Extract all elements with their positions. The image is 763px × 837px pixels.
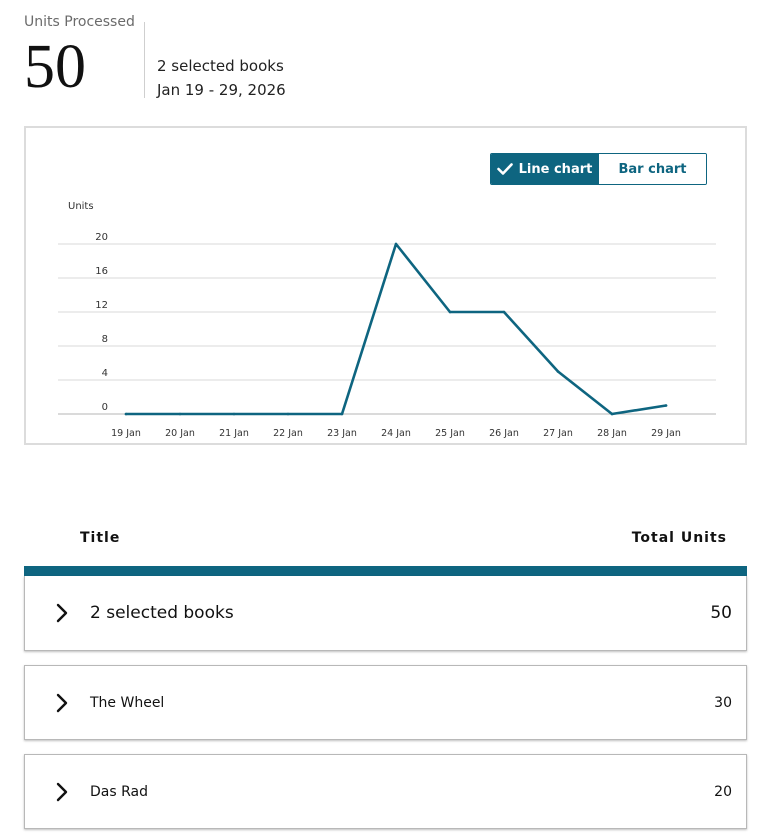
data-point[interactable] bbox=[502, 310, 506, 314]
x-tick-label: 29 Jan bbox=[651, 428, 681, 439]
book-units: 20 bbox=[714, 784, 732, 800]
table-header-bar bbox=[24, 566, 747, 576]
y-tick-label: 8 bbox=[102, 334, 108, 345]
data-point[interactable] bbox=[286, 412, 290, 416]
y-tick-label: 0 bbox=[102, 402, 108, 413]
x-tick-label: 27 Jan bbox=[543, 428, 573, 439]
x-tick-label: 21 Jan bbox=[219, 428, 249, 439]
data-point[interactable] bbox=[556, 370, 560, 373]
summary-row[interactable]: 2 selected books 50 bbox=[24, 576, 747, 651]
y-tick-label: 20 bbox=[95, 232, 108, 243]
x-tick-label: 25 Jan bbox=[435, 428, 465, 439]
table-row[interactable]: The Wheel 30 bbox=[24, 665, 747, 740]
summary-selection: 2 selected books bbox=[157, 57, 284, 75]
data-point[interactable] bbox=[178, 412, 182, 416]
data-point[interactable] bbox=[124, 412, 128, 416]
chart-type-toggle[interactable]: Line chart Bar chart bbox=[490, 153, 707, 185]
bar-chart-label: Bar chart bbox=[618, 161, 687, 177]
y-tick-label: 12 bbox=[95, 300, 108, 311]
bar-chart-option[interactable]: Bar chart bbox=[598, 154, 706, 184]
y-tick-label: 16 bbox=[95, 266, 108, 277]
chart-card: Units 0 4 8 12 16 20 19 Jan 20 Jan 21 Jan 22 Jan 23… bbox=[24, 126, 747, 445]
column-title: Title bbox=[80, 530, 121, 546]
summary-caption: Units Processed bbox=[24, 14, 135, 30]
data-point[interactable] bbox=[610, 412, 614, 416]
data-point[interactable] bbox=[448, 310, 452, 314]
summary-row-value: 50 bbox=[710, 603, 732, 623]
data-point[interactable] bbox=[340, 412, 344, 416]
series-line bbox=[124, 242, 668, 416]
data-point[interactable] bbox=[232, 412, 236, 416]
chevron-right-icon bbox=[56, 603, 68, 623]
chevron-right-icon bbox=[56, 782, 68, 802]
book-units: 30 bbox=[714, 695, 732, 711]
units-summary: Units Processed 50 2 selected books Jan … bbox=[24, 14, 744, 100]
table-row[interactable]: Das Rad 20 bbox=[24, 754, 747, 829]
table-header: Title Total Units bbox=[24, 526, 747, 556]
summary-total: 50 bbox=[24, 33, 86, 101]
line-chart: Units 0 4 8 12 16 20 19 Jan 20 Jan 21 Jan 22 Jan 23… bbox=[58, 201, 716, 439]
data-point[interactable] bbox=[394, 242, 398, 246]
y-axis-label: Units bbox=[68, 201, 94, 212]
x-tick-label: 23 Jan bbox=[327, 428, 357, 439]
book-title: The Wheel bbox=[90, 695, 165, 711]
chevron-right-icon bbox=[56, 693, 68, 713]
summary-row-label: 2 selected books bbox=[90, 603, 234, 623]
summary-date-range: Jan 19 - 29, 2026 bbox=[157, 81, 286, 99]
x-tick-label: 24 Jan bbox=[381, 428, 411, 439]
x-tick-label: 19 Jan bbox=[111, 428, 141, 439]
line-chart-label: Line chart bbox=[518, 161, 593, 177]
book-title: Das Rad bbox=[90, 784, 148, 800]
x-tick-label: 28 Jan bbox=[597, 428, 627, 439]
data-point[interactable] bbox=[664, 404, 668, 407]
check-icon bbox=[496, 163, 513, 175]
x-tick-label: 26 Jan bbox=[489, 428, 519, 439]
column-total-units: Total Units bbox=[631, 530, 727, 546]
summary-divider bbox=[144, 22, 145, 98]
x-tick-label: 22 Jan bbox=[273, 428, 303, 439]
y-tick-label: 4 bbox=[102, 368, 108, 379]
x-tick-label: 20 Jan bbox=[165, 428, 195, 439]
line-chart-option[interactable]: Line chart bbox=[491, 154, 598, 184]
